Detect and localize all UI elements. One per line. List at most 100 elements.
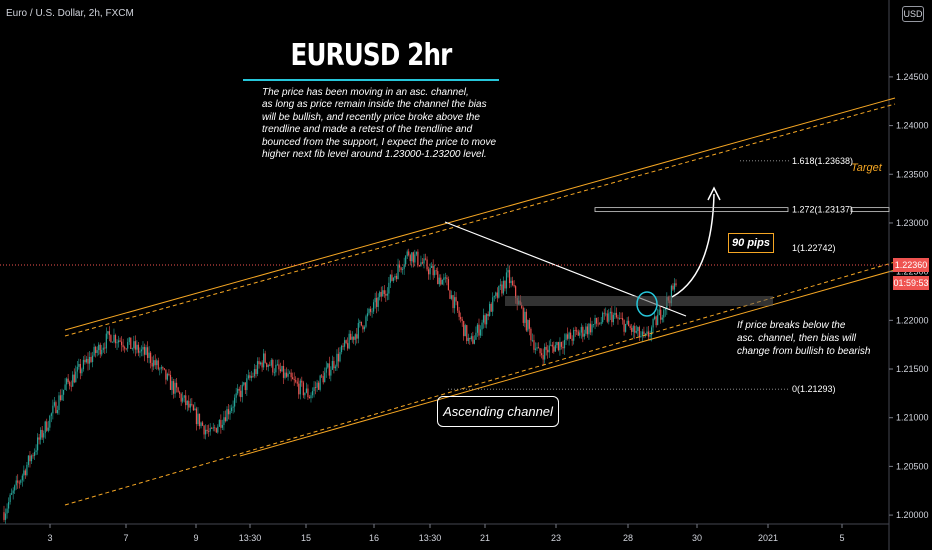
candle bbox=[316, 379, 318, 392]
candle bbox=[440, 274, 442, 286]
candle bbox=[617, 314, 619, 325]
candle bbox=[362, 325, 364, 333]
candle bbox=[498, 285, 500, 299]
currency-badge[interactable]: USD bbox=[902, 6, 924, 22]
candle bbox=[446, 274, 448, 286]
candle bbox=[397, 258, 399, 280]
candle bbox=[328, 356, 330, 379]
retest-circle[interactable] bbox=[636, 291, 658, 317]
candle bbox=[414, 249, 416, 267]
candle bbox=[363, 325, 366, 332]
candle bbox=[314, 381, 317, 395]
candle bbox=[255, 364, 257, 378]
candle bbox=[282, 360, 285, 385]
candle bbox=[467, 333, 469, 344]
candle bbox=[47, 420, 49, 433]
candle bbox=[461, 316, 463, 327]
x-tick-label: 3 bbox=[47, 533, 52, 543]
candle bbox=[169, 370, 172, 391]
candle bbox=[154, 354, 156, 369]
candle bbox=[220, 414, 222, 434]
channel-lower-line[interactable] bbox=[239, 269, 896, 457]
candle bbox=[530, 327, 532, 346]
candle bbox=[499, 278, 501, 291]
candle bbox=[348, 330, 350, 350]
candle bbox=[489, 301, 491, 317]
candle bbox=[409, 253, 411, 266]
channel-upper-dashed[interactable] bbox=[64, 103, 896, 337]
candle bbox=[455, 292, 457, 306]
candle bbox=[379, 290, 381, 301]
candle bbox=[640, 331, 642, 338]
candle bbox=[353, 336, 355, 345]
candle bbox=[327, 362, 329, 369]
candle bbox=[356, 328, 358, 344]
candle bbox=[423, 253, 425, 269]
candle bbox=[88, 351, 91, 370]
candle bbox=[522, 306, 524, 327]
candle bbox=[563, 333, 566, 355]
candle bbox=[318, 380, 320, 391]
candle bbox=[113, 328, 115, 344]
pips-callout[interactable]: 90 pips bbox=[728, 233, 774, 253]
candle bbox=[493, 295, 495, 302]
candle bbox=[150, 351, 152, 369]
candle bbox=[201, 420, 204, 427]
candle bbox=[427, 266, 430, 280]
candle bbox=[33, 448, 36, 461]
candle bbox=[566, 327, 569, 341]
candle bbox=[469, 337, 471, 345]
candle bbox=[17, 474, 19, 489]
y-tick-label: 1.24500 bbox=[896, 72, 929, 82]
projection-arrow[interactable] bbox=[671, 193, 715, 298]
candle bbox=[44, 420, 46, 439]
channel-upper-line[interactable] bbox=[64, 97, 896, 331]
candle bbox=[116, 339, 118, 350]
candle bbox=[623, 319, 625, 336]
candle bbox=[194, 402, 196, 411]
candle bbox=[351, 331, 353, 343]
drawings bbox=[0, 97, 896, 506]
candle bbox=[105, 327, 107, 354]
candle bbox=[657, 308, 659, 326]
candle bbox=[171, 377, 173, 396]
candle bbox=[447, 276, 450, 291]
candle bbox=[551, 342, 553, 353]
candle bbox=[73, 368, 75, 384]
candle bbox=[513, 280, 515, 288]
candle bbox=[209, 423, 211, 436]
candle bbox=[104, 342, 106, 355]
note-line: asc. channel, then bias will bbox=[737, 333, 856, 344]
candle bbox=[79, 359, 81, 380]
candle bbox=[655, 315, 657, 328]
target-zone-right bbox=[850, 207, 890, 213]
title-underline bbox=[243, 79, 499, 81]
candle bbox=[490, 302, 492, 312]
candle bbox=[256, 357, 259, 377]
candle bbox=[324, 367, 326, 383]
candle bbox=[64, 378, 66, 390]
candle bbox=[27, 455, 30, 468]
candle bbox=[52, 399, 54, 420]
analysis-title: EURUSD 2hr bbox=[290, 38, 453, 73]
candle bbox=[579, 330, 581, 339]
candle bbox=[553, 341, 555, 354]
candle bbox=[458, 307, 460, 321]
candle bbox=[501, 281, 503, 297]
candle bbox=[203, 425, 205, 439]
candle bbox=[258, 357, 260, 369]
ascending-channel-label[interactable]: Ascending channel bbox=[437, 396, 559, 427]
candle bbox=[333, 356, 335, 374]
candle bbox=[541, 348, 543, 359]
candle bbox=[217, 424, 219, 434]
candle bbox=[101, 344, 103, 357]
candle bbox=[82, 356, 85, 372]
support-zone[interactable] bbox=[505, 296, 773, 306]
candle bbox=[510, 277, 512, 288]
y-tick-label: 1.23500 bbox=[896, 169, 929, 179]
candle bbox=[615, 307, 618, 319]
candle bbox=[145, 344, 147, 356]
candle bbox=[366, 308, 369, 321]
